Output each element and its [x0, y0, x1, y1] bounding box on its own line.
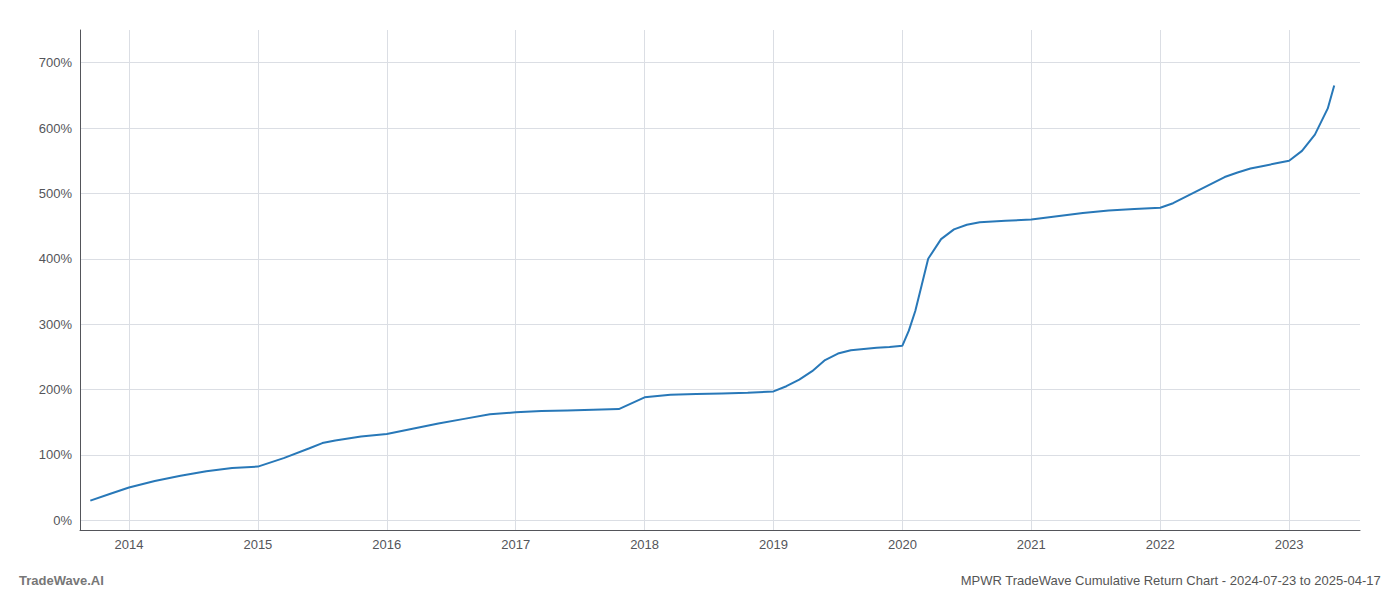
- svg-text:100%: 100%: [39, 447, 73, 462]
- svg-text:300%: 300%: [39, 317, 73, 332]
- svg-text:TradeWave.AI: TradeWave.AI: [19, 573, 104, 588]
- svg-text:2020: 2020: [888, 537, 917, 552]
- svg-text:2015: 2015: [243, 537, 272, 552]
- svg-text:400%: 400%: [39, 251, 73, 266]
- svg-text:500%: 500%: [39, 186, 73, 201]
- svg-text:700%: 700%: [39, 55, 73, 70]
- svg-text:0%: 0%: [53, 513, 72, 528]
- svg-text:600%: 600%: [39, 121, 73, 136]
- svg-text:200%: 200%: [39, 382, 73, 397]
- svg-text:2023: 2023: [1275, 537, 1304, 552]
- svg-text:2019: 2019: [759, 537, 788, 552]
- svg-text:2016: 2016: [372, 537, 401, 552]
- svg-text:2022: 2022: [1146, 537, 1175, 552]
- svg-text:2018: 2018: [630, 537, 659, 552]
- svg-text:2021: 2021: [1017, 537, 1046, 552]
- svg-text:2017: 2017: [501, 537, 530, 552]
- svg-text:2014: 2014: [115, 537, 144, 552]
- svg-text:MPWR TradeWave Cumulative Retu: MPWR TradeWave Cumulative Return Chart -…: [961, 573, 1381, 588]
